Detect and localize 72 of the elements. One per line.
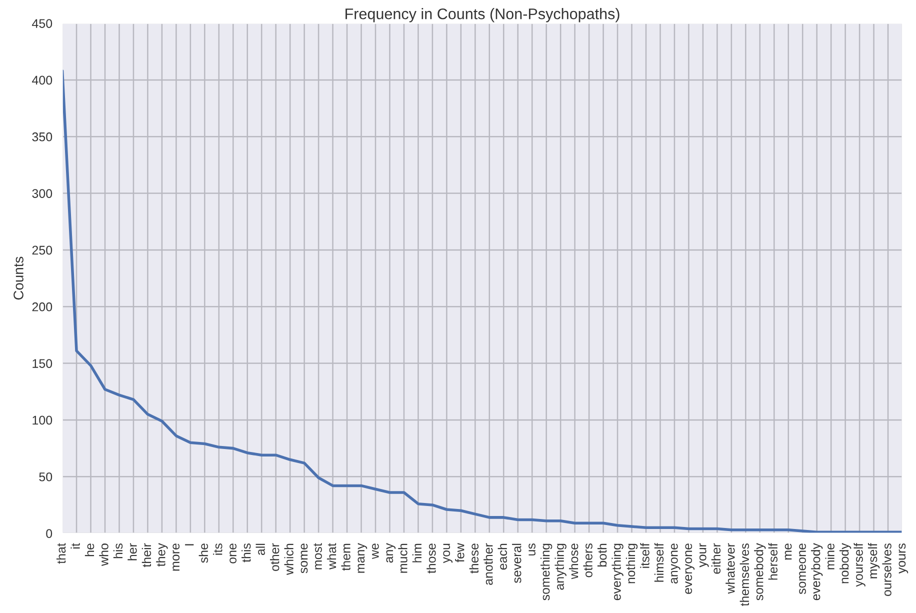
x-tick-label: they (156, 543, 168, 566)
x-tick-label: your (699, 543, 709, 568)
x-tick-label: he (84, 544, 94, 556)
x-tick-label: himself (654, 543, 664, 582)
x-tick-label: most (314, 543, 322, 570)
x-tick-label: those (426, 544, 436, 574)
x-tick-label: nobody (839, 543, 852, 584)
x-tick-label: me (784, 544, 792, 560)
y-tick-label: 100 (32, 416, 52, 425)
y-tick-label: 150 (32, 359, 52, 368)
x-tick-label: another (484, 543, 493, 585)
x-tick-label: each (498, 544, 507, 570)
x-tick-label: its (213, 543, 222, 555)
y-axis-title: Counts (14, 256, 24, 300)
x-tick-label: something (540, 544, 552, 600)
x-tick-label: everything (612, 544, 624, 600)
x-tick-label: any (386, 543, 396, 563)
x-tick-label: we (372, 544, 379, 560)
x-tick-label: other (270, 543, 280, 571)
x-tick-label: these (469, 544, 479, 574)
x-tick-label: their (142, 543, 152, 568)
chart-title: Frequency in Counts (Non-Psychopaths) (346, 8, 620, 22)
y-tick-label: 450 (32, 19, 52, 28)
x-tick-label: more (172, 544, 180, 571)
y-tick-label: 400 (32, 76, 52, 85)
x-tick-label: everybody (811, 543, 823, 600)
x-tick-label: myself (868, 543, 880, 578)
x-tick-label: that (56, 543, 66, 564)
x-tick-label: everyone (685, 544, 695, 594)
y-tick-label: 50 (39, 472, 52, 482)
x-tick-label: several (512, 544, 522, 583)
x-tick-label: them (341, 544, 350, 571)
x-tick-label: itself (640, 543, 650, 568)
x-tick-label: whatever (726, 543, 735, 594)
y-tick-label: 0 (46, 529, 52, 538)
x-tick-label: his (113, 543, 123, 558)
x-tick-label: mine (825, 544, 834, 570)
x-tick-label: I (185, 544, 194, 546)
x-tick-label: one (230, 544, 236, 564)
x-tick-label: it (70, 543, 80, 548)
y-tick-label: 200 (32, 302, 52, 312)
x-tick-label: others (583, 543, 592, 578)
x-tick-label: us (528, 543, 536, 556)
x-tick-label: whose (568, 544, 578, 580)
x-tick-label: many (358, 543, 368, 573)
x-tick-label: which (284, 544, 294, 576)
x-tick-label: who (99, 544, 108, 566)
x-tick-label: yours (898, 543, 908, 574)
x-tick-label: some (300, 544, 308, 574)
x-tick-label: themselves (740, 543, 750, 606)
x-tick-label: she (198, 544, 208, 563)
x-tick-label: few (455, 543, 464, 562)
x-tick-label: much (398, 544, 408, 573)
x-tick-label: either (711, 543, 721, 574)
x-tick-label: him (412, 544, 422, 562)
x-tick-label: herself (768, 543, 778, 580)
x-tick-label: nothing (626, 544, 638, 584)
y-tick-label: 250 (32, 246, 52, 255)
x-tick-label: you (443, 544, 453, 564)
y-tick-label: 350 (32, 132, 52, 142)
x-tick-label: yourself (854, 543, 866, 587)
x-tick-label: her (128, 543, 137, 560)
x-tick-label: what (326, 543, 336, 570)
x-tick-label: all (256, 544, 265, 556)
x-tick-label: this (242, 543, 251, 562)
x-tick-label: anyone (670, 544, 680, 584)
x-tick-label: ourselves (882, 543, 892, 596)
x-tick-label: anything (554, 544, 566, 590)
x-tick-label: somebody (754, 543, 766, 600)
x-tick-label: someone (799, 544, 806, 594)
x-tick-label: both (597, 544, 607, 567)
y-tick-label: 300 (32, 189, 52, 198)
